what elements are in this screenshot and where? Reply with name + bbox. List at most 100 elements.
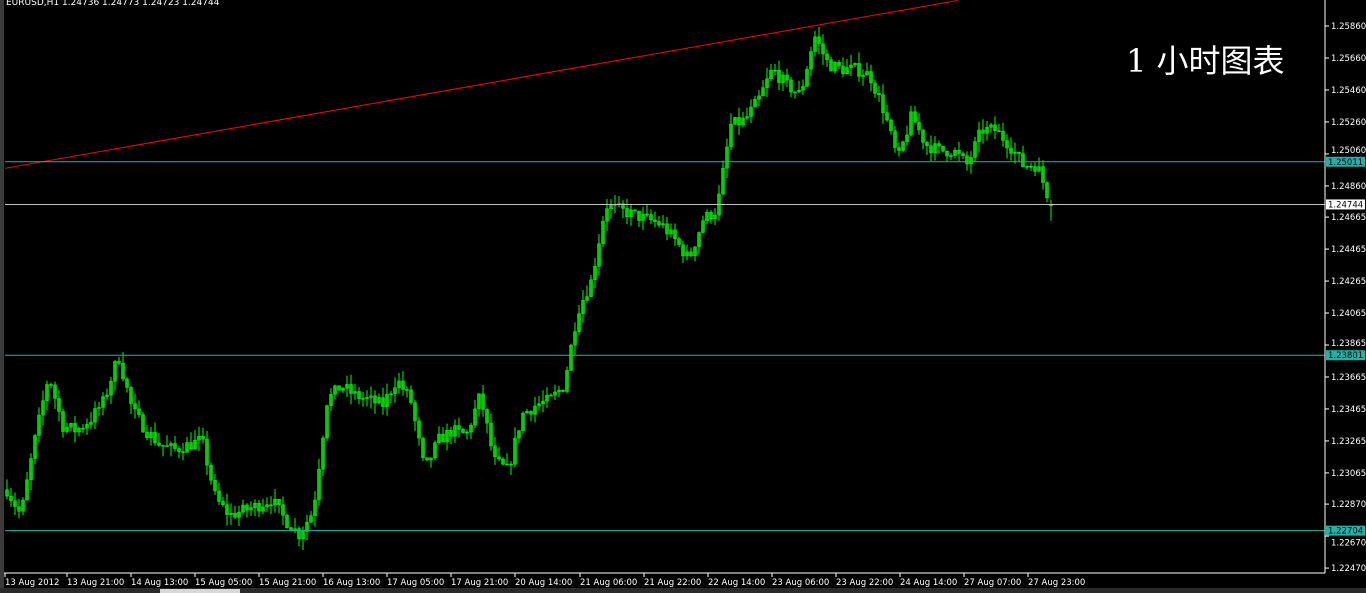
candle-body [1013,152,1017,154]
candle-body [1001,131,1005,141]
candle-body [341,387,345,391]
candle-body [889,119,893,132]
y-tick-label: 1.24860 [1331,182,1366,192]
y-tick-label: 1.23865 [1331,339,1366,349]
candle-body [865,71,869,76]
x-tick-label: 13 Aug 2012 [5,578,59,588]
candle-body [165,445,169,447]
candle-body [661,223,665,226]
candle-body [225,504,229,515]
candle-body [405,389,409,391]
candle-body [561,389,565,392]
candle-body [273,498,277,506]
candle-body [437,433,441,443]
candle-body [477,393,481,410]
time-axis: 13 Aug 2012 13 Aug 21:00 14 Aug 13:00 15 Au… [4,573,1085,588]
candle-body [537,403,541,407]
y-tick-label: 1.25260 [1331,118,1366,128]
candle-body [457,425,461,430]
candle-body [857,63,861,77]
candle-body [77,428,81,433]
candle-body [141,414,145,433]
candle-body [917,122,921,131]
candle-body [89,421,93,425]
candle-body [781,74,785,83]
candle-body [413,402,417,422]
candle-body [937,143,941,147]
price-axis: 1.25860 1.25660 1.25460 1.25260 1.25060 1.248… [1325,22,1366,574]
candle-body [777,70,781,83]
candle-body [845,67,849,75]
candle-body [109,380,113,396]
candle-body [297,528,301,540]
candle-body [825,53,829,61]
candle-body [985,126,989,134]
candle-body [597,243,601,267]
x-tick-label: 23 Aug 06:00 [772,578,829,588]
candle-body [701,220,705,233]
y-tick-label: 1.22870 [1331,500,1366,510]
candle-body [453,425,457,437]
candle-body [281,504,285,516]
candle-body [349,384,353,394]
level-price-badge [1326,156,1365,167]
candle-body [957,149,961,154]
x-tick-label: 14 Aug 13:00 [131,578,188,588]
candle-body [173,443,177,449]
candle-body [469,424,473,433]
candle-body [589,279,593,297]
bid-price-label: 1.24744 [1328,200,1363,210]
candle-body [841,65,845,75]
candle-body [145,431,149,438]
candle-body [69,423,73,428]
y-tick-label: 1.22470 [1331,564,1366,574]
candle-body [441,433,445,443]
candle-body [913,111,917,123]
candle-body [285,514,289,528]
candle-body [353,391,357,394]
candle-body [1041,166,1045,183]
trendline [4,0,959,169]
candle-body [81,427,85,430]
candle-body [965,155,969,165]
candle-body [581,300,585,314]
scrollbar-thumb[interactable] [160,589,240,593]
candle-body [549,394,553,397]
candle-body [685,251,689,257]
candle-body [633,209,637,212]
candle-body [465,431,469,434]
candle-body [977,129,981,142]
level-price-badge [1326,350,1365,361]
candle-body [493,445,497,458]
candle-body [233,512,237,518]
candle-body [261,506,265,512]
candle-body [821,43,825,55]
x-tick-label: 15 Aug 21:00 [259,578,316,588]
candle-body [593,266,597,281]
horizontal-scrollbar[interactable] [0,588,1366,593]
candle-body [1025,165,1029,168]
candle-body [229,512,233,515]
y-tick-label: 1.25060 [1331,146,1366,156]
candle-body [649,214,653,221]
candle-body [621,203,625,209]
candle-body [1029,165,1033,168]
window-left-edge [0,0,4,593]
candle-body [93,408,97,423]
candles-group [5,26,1053,550]
candle-body [365,397,369,399]
candle-body [193,439,197,450]
candle-body [157,442,161,446]
candle-body [693,246,697,257]
candle-body [137,408,141,415]
candle-body [941,145,945,152]
candle-body [217,490,221,502]
candle-body [449,430,453,437]
candle-body [161,445,165,447]
candle-body [85,424,89,429]
candle-body [953,149,957,156]
candle-body [673,229,677,240]
candle-body [741,117,745,126]
candle-body [833,62,837,72]
